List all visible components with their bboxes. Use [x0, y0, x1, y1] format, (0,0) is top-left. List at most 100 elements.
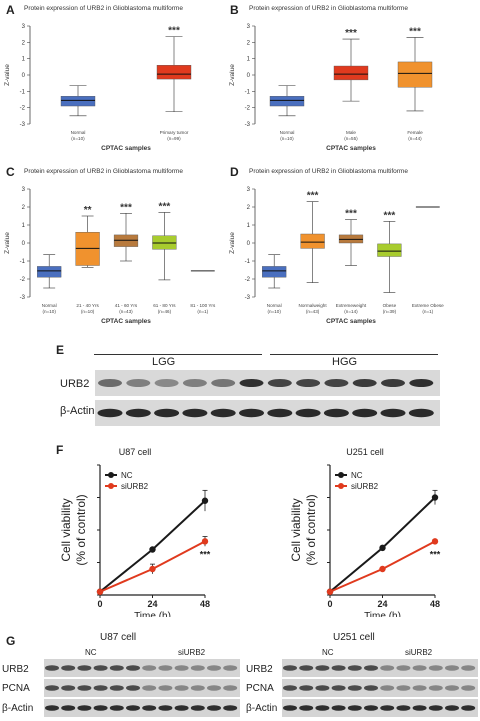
blot-g-band — [315, 705, 330, 711]
x-tick-count: (n=43) — [119, 309, 133, 314]
blot-g-band — [190, 685, 205, 691]
y-axis-label: Z-value — [4, 232, 11, 254]
y-tick-label: 0 — [247, 241, 251, 247]
x-tick-label: 24 — [377, 599, 387, 609]
blot-g-right-nc: NC — [322, 648, 334, 657]
box-normal — [60, 96, 96, 107]
blot-g-strip — [44, 659, 240, 677]
blot-g-band — [126, 665, 140, 671]
significance-label: *** — [345, 28, 357, 39]
blot-g-band — [428, 685, 443, 691]
legend-label-siurb2: siURB2 — [351, 482, 379, 491]
blot-g-right-row-actin: β-Actin — [246, 703, 278, 714]
box-normal — [269, 96, 305, 107]
y-tick-label: -3 — [20, 295, 26, 301]
y-axis-label-line1: Cell viability — [289, 498, 303, 561]
x-tick-count: (n=39) — [383, 309, 397, 314]
y-tick-label: 2 — [247, 205, 251, 211]
group-label-lgg: LGG — [152, 356, 176, 368]
band-urb2 — [126, 379, 151, 387]
x-tick-label: Male — [346, 130, 356, 135]
x-tick-label: 61 - 80 Yrs — [153, 303, 176, 308]
blot-g-band — [396, 665, 411, 671]
y-tick-label: 1 — [22, 223, 26, 229]
blot-g-band — [380, 665, 395, 671]
blot-g-band — [45, 705, 59, 711]
panel-letter-f: F — [56, 443, 64, 457]
blot-g-band — [364, 705, 378, 711]
y-tick-label: 3 — [247, 187, 251, 193]
blot-g-left-bands — [44, 659, 240, 717]
blot-g-strip — [44, 679, 240, 697]
y-tick-label: 3 — [247, 24, 251, 30]
y-tick-label: -3 — [245, 122, 251, 128]
blot-g-band — [364, 685, 378, 691]
plot-title: Protein expression of URB2 in Glioblasto… — [249, 168, 408, 175]
blot-g-band — [331, 705, 346, 711]
x-tick-label: 24 — [147, 599, 157, 609]
band-actin — [182, 408, 208, 418]
box-normal — [262, 266, 287, 278]
y-axis-label-line2: (% of control) — [304, 494, 318, 565]
x-tick-label: Obese — [383, 303, 397, 308]
band-actin — [97, 408, 123, 418]
blot-g-band — [223, 705, 238, 711]
significance-label: *** — [409, 26, 421, 37]
plot-title: Protein expression of URB2 in Glioblasto… — [24, 168, 183, 175]
band-urb2 — [154, 379, 179, 387]
x-tick-label: 21 - 40 Yrs — [76, 303, 99, 308]
box-normal — [37, 266, 62, 278]
x-tick-count: (n=43) — [306, 309, 320, 314]
blot-g-band — [158, 685, 173, 691]
blot-g-band — [283, 665, 297, 671]
y-tick-label: -1 — [245, 89, 251, 95]
y-tick-label: -1 — [20, 89, 26, 95]
box-plot-b: Protein expression of URB2 in Glioblasto… — [229, 5, 433, 152]
legend-marker-nc — [338, 472, 344, 478]
data-point-nc — [379, 544, 386, 552]
blot-g-band — [347, 705, 362, 711]
band-actin — [352, 408, 378, 418]
y-tick-label: -1 — [20, 259, 26, 265]
x-tick-label: Normal — [71, 130, 86, 135]
band-urb2 — [296, 379, 321, 387]
legend-marker-siurb2 — [338, 483, 344, 489]
significance-label: *** — [345, 209, 357, 220]
blot-e-row-actin: β-Actin — [60, 405, 95, 417]
box-plot-d: Protein expression of URB2 in Glioblasto… — [229, 168, 444, 325]
blot-g-band — [412, 665, 427, 671]
blot-g-left-row-urb2: URB2 — [2, 664, 29, 675]
significance-label: *** — [120, 202, 132, 213]
y-axis-label: Z-value — [4, 64, 11, 86]
blot-g-strip — [282, 679, 478, 697]
x-tick-label: Primary tumor — [160, 130, 189, 135]
blot-g-band — [315, 685, 330, 691]
band-urb2 — [211, 379, 236, 387]
x-tick-count: (n=10) — [267, 309, 281, 314]
blot-g-band — [109, 665, 124, 671]
blot-e-row-urb2: URB2 — [60, 378, 90, 390]
significance-label: ** — [84, 205, 92, 216]
blot-g-band — [45, 685, 59, 691]
blot-g-band — [158, 705, 173, 711]
blot-g-band — [77, 685, 92, 691]
blot-g-band — [428, 705, 443, 711]
band-urb2 — [324, 379, 349, 387]
band-actin — [154, 408, 180, 418]
panel-letter-d: D — [230, 165, 239, 179]
line-chart-u87: U87 cell 0 24 48 Time (h) Cell viability (% of… — [59, 447, 211, 617]
blot-g-band — [174, 665, 189, 671]
data-point-nc — [201, 497, 209, 504]
blot-g-right-bands — [282, 659, 478, 717]
blot-g-left-si: siURB2 — [178, 648, 206, 657]
y-axis-label: Z-value — [229, 232, 236, 254]
blot-g-band — [445, 705, 459, 711]
x-axis-label: CPTAC samples — [326, 318, 376, 325]
y-tick-label: -2 — [20, 277, 26, 283]
panel-letter-c: C — [6, 165, 15, 179]
blot-g-band — [61, 685, 76, 691]
y-axis-label: Z-value — [229, 64, 236, 86]
x-tick-label: Normal — [280, 130, 295, 135]
band-actin — [380, 408, 406, 418]
data-point-siurb2 — [96, 588, 104, 595]
